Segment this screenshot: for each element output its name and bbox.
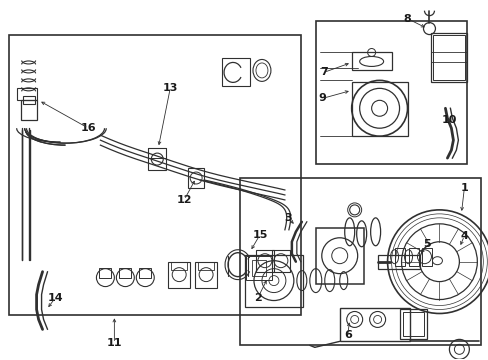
Bar xyxy=(351,53,391,71)
Text: 5: 5 xyxy=(423,239,430,249)
Bar xyxy=(195,262,217,288)
Bar xyxy=(422,248,431,266)
Bar xyxy=(271,250,289,272)
Text: 2: 2 xyxy=(254,293,261,302)
Bar xyxy=(171,262,187,270)
Bar xyxy=(17,88,37,100)
Bar xyxy=(432,35,465,80)
Bar xyxy=(430,32,467,82)
Bar xyxy=(245,256,271,280)
Text: 4: 4 xyxy=(460,231,468,241)
Text: 6: 6 xyxy=(343,330,351,341)
Bar xyxy=(188,168,203,188)
Bar xyxy=(399,310,427,339)
Bar xyxy=(20,100,37,120)
Text: 12: 12 xyxy=(176,195,191,205)
Text: 7: 7 xyxy=(319,67,327,77)
Bar xyxy=(148,148,166,158)
Bar xyxy=(244,255,302,306)
Bar xyxy=(351,82,407,136)
Bar xyxy=(148,148,166,170)
Bar xyxy=(377,255,419,269)
Text: 9: 9 xyxy=(318,93,326,103)
Bar xyxy=(339,307,408,341)
Text: 3: 3 xyxy=(284,213,291,223)
Text: 14: 14 xyxy=(48,293,63,302)
Bar xyxy=(251,260,265,276)
Bar xyxy=(315,21,467,164)
Text: 1: 1 xyxy=(460,183,468,193)
Text: 13: 13 xyxy=(162,84,178,93)
Bar xyxy=(119,268,131,278)
Bar xyxy=(315,228,363,284)
Bar xyxy=(99,268,111,278)
Bar xyxy=(222,58,249,86)
Bar xyxy=(168,262,190,288)
Bar xyxy=(240,178,480,345)
Text: 8: 8 xyxy=(403,14,410,24)
Bar xyxy=(394,248,404,266)
Text: 11: 11 xyxy=(106,338,122,348)
Bar xyxy=(139,268,151,278)
Text: 10: 10 xyxy=(441,115,456,125)
Bar xyxy=(402,312,424,336)
Bar xyxy=(9,35,300,315)
Bar xyxy=(22,96,35,104)
Text: 16: 16 xyxy=(81,123,96,133)
Bar xyxy=(255,250,273,272)
Bar xyxy=(198,262,214,270)
Bar xyxy=(407,248,418,266)
Text: 15: 15 xyxy=(252,230,267,240)
